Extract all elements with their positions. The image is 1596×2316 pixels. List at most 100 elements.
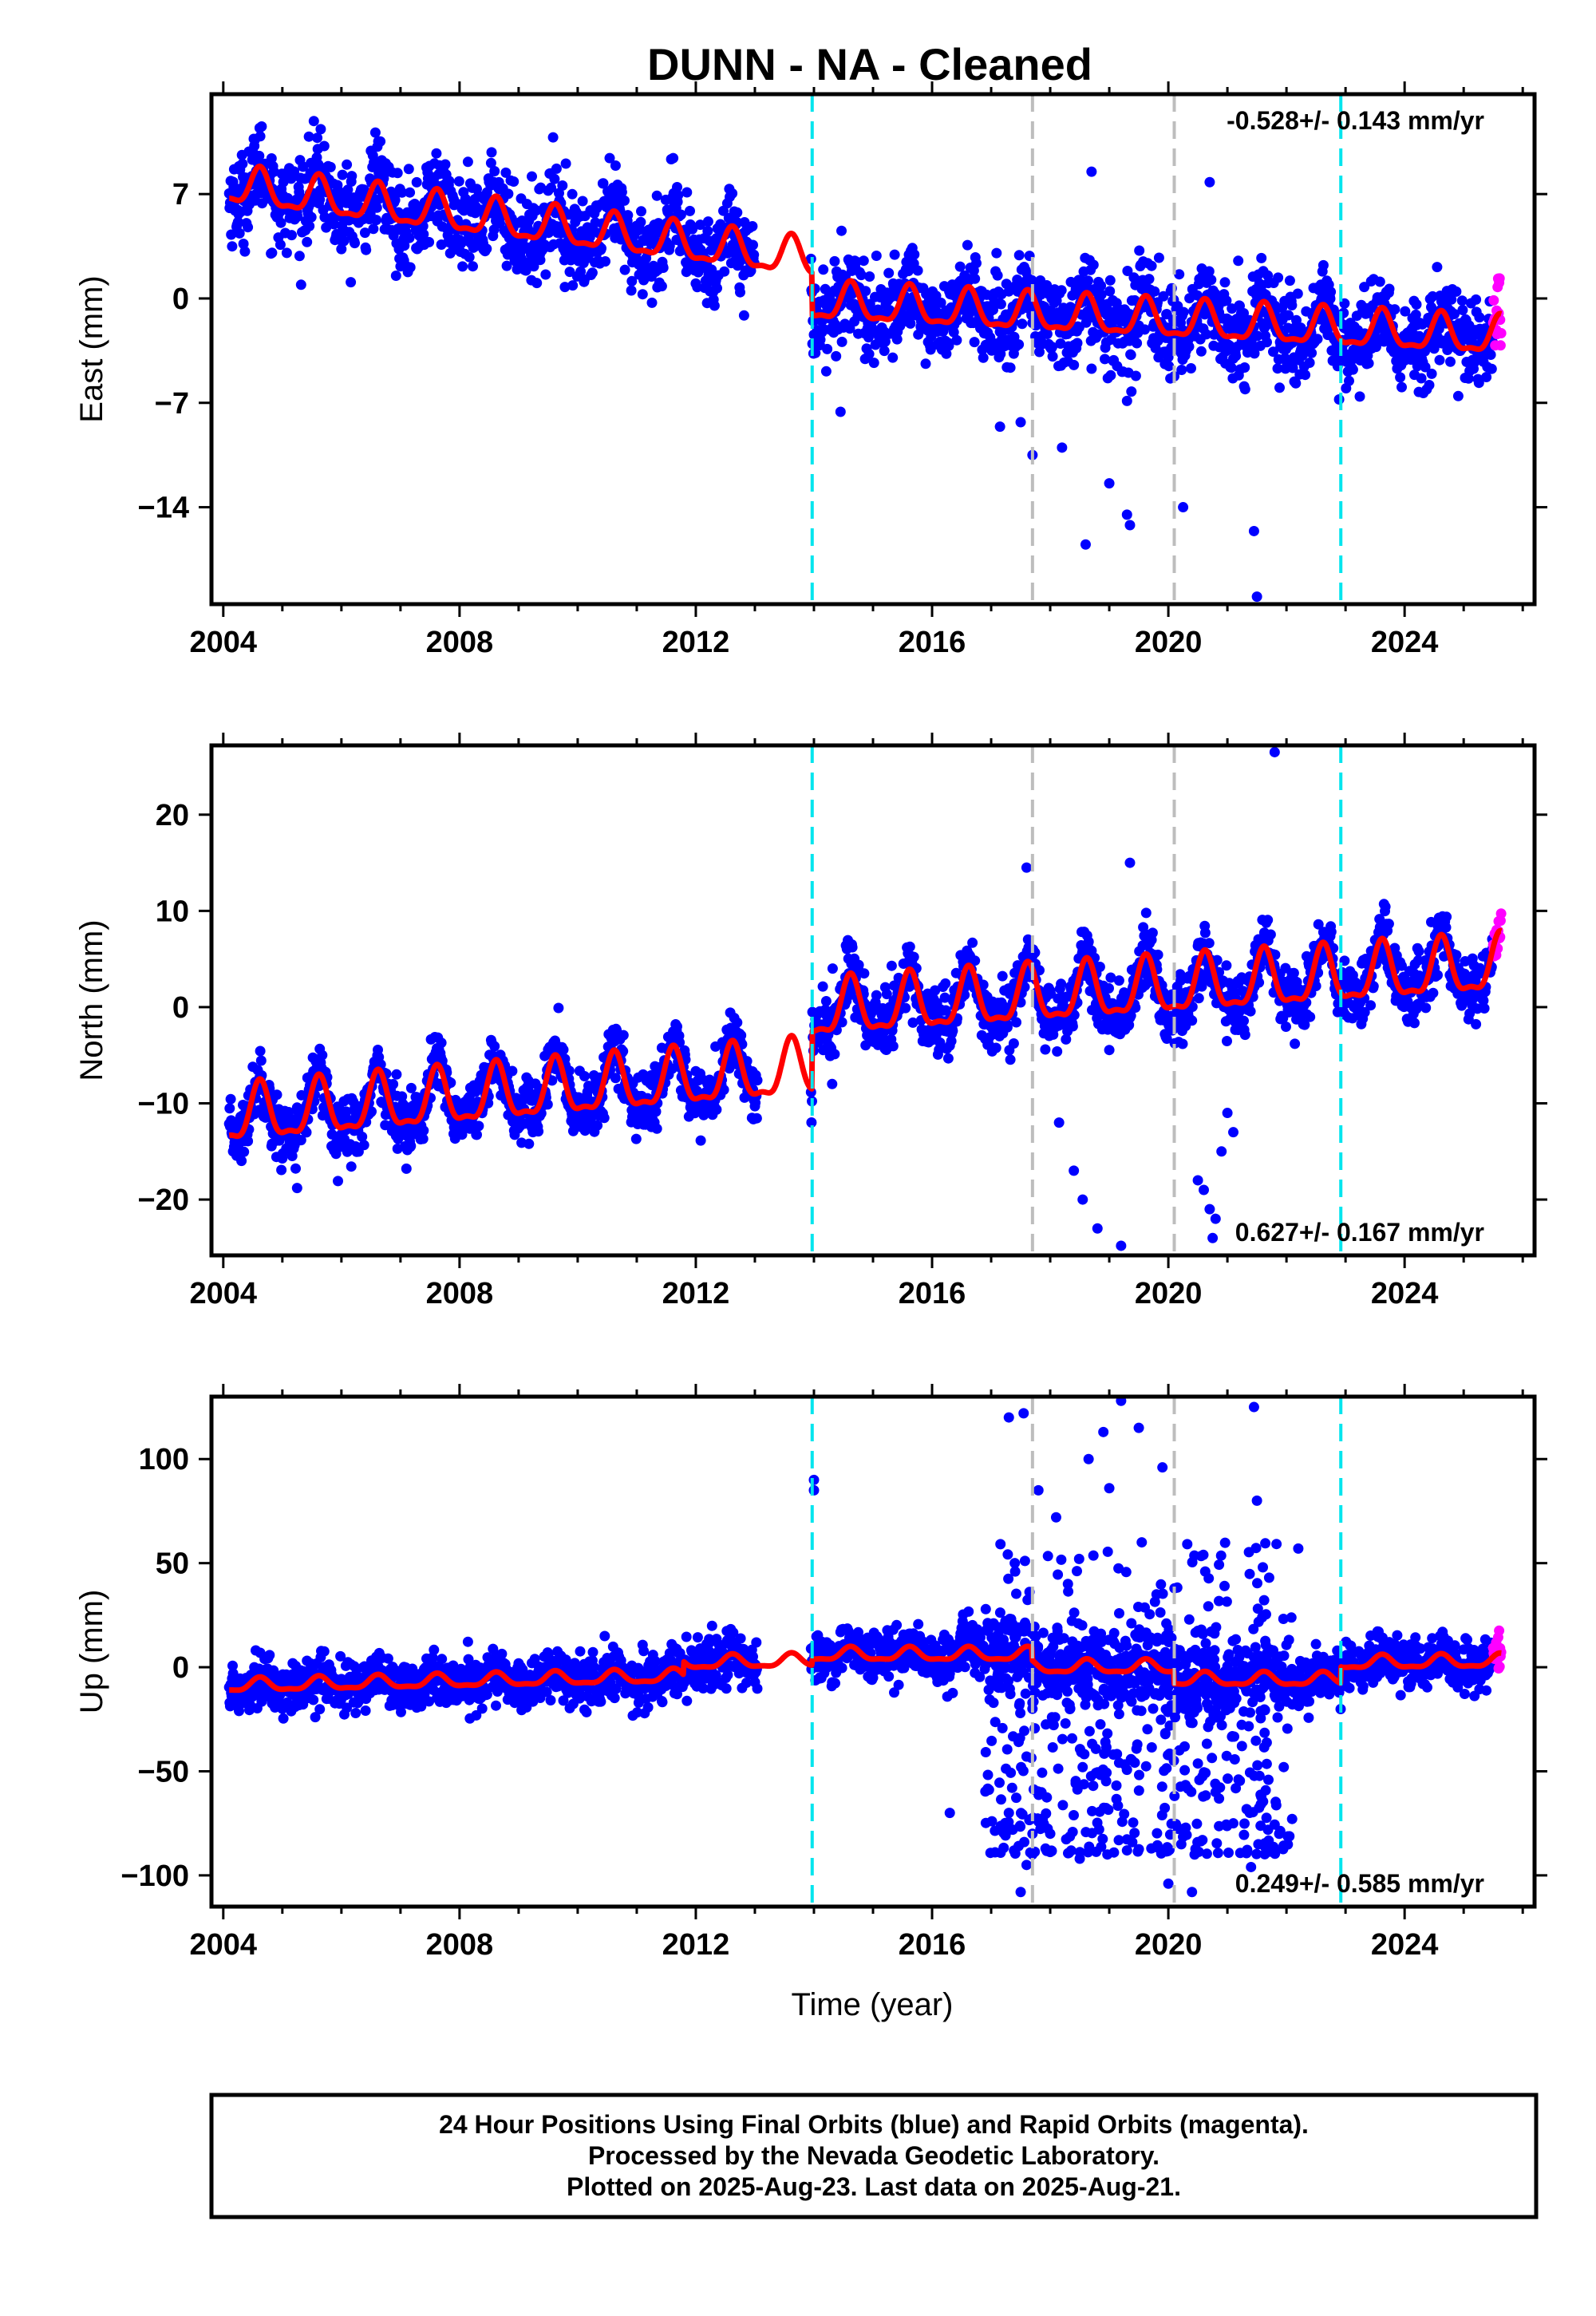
final-point: [1274, 382, 1285, 393]
final-point: [444, 176, 455, 187]
final-point: [1056, 978, 1067, 990]
final-point: [431, 148, 442, 159]
final-point: [286, 230, 297, 241]
final-point: [668, 152, 679, 164]
final-point: [827, 1078, 838, 1089]
final-point: [337, 169, 348, 180]
final-point: [368, 223, 379, 235]
final-point: [1195, 346, 1207, 357]
final-point: [860, 286, 871, 297]
final-point: [295, 279, 306, 290]
final-point: [401, 1163, 412, 1174]
x-tick-label: 2008: [426, 626, 494, 659]
outlier-point: [994, 421, 1005, 433]
final-point: [829, 1049, 840, 1060]
final-point: [392, 168, 403, 179]
final-point: [967, 937, 978, 948]
final-point: [507, 1065, 518, 1077]
final-point: [1457, 305, 1468, 315]
final-point: [1239, 1030, 1250, 1041]
final-point: [1140, 907, 1152, 919]
final-point: [405, 187, 416, 198]
final-point: [336, 243, 347, 255]
final-point: [462, 156, 473, 168]
outlier-point: [835, 406, 846, 417]
final-point: [904, 941, 915, 952]
final-point: [681, 187, 693, 198]
final-point: [1055, 338, 1066, 349]
final-point: [651, 1123, 662, 1134]
final-point: [630, 1133, 642, 1144]
final-point: [732, 1017, 743, 1028]
final-point: [1193, 993, 1204, 1004]
final-point: [622, 210, 634, 221]
final-point: [1344, 375, 1354, 386]
chart-title: DUNN - NA - Cleaned: [647, 39, 1092, 89]
final-point: [1245, 1006, 1256, 1017]
final-point: [634, 224, 646, 235]
final-point: [1186, 363, 1196, 373]
final-point: [338, 235, 350, 247]
final-point: [992, 270, 1003, 281]
final-point: [1005, 362, 1016, 373]
final-point: [540, 269, 551, 280]
final-point: [1113, 975, 1124, 986]
final-point: [935, 297, 946, 308]
final-point: [485, 157, 496, 168]
final-point: [1011, 1017, 1021, 1028]
final-point: [887, 352, 899, 363]
final-point: [405, 1082, 417, 1093]
final-point: [238, 239, 249, 249]
final-point: [1292, 288, 1303, 299]
final-point: [1034, 346, 1045, 358]
final-point: [1395, 372, 1406, 383]
final-point: [1067, 1021, 1078, 1032]
final-point: [859, 968, 870, 979]
final-point: [1052, 1046, 1063, 1057]
final-point: [501, 260, 512, 271]
final-point: [411, 176, 422, 188]
final-point: [473, 1120, 484, 1132]
final-point: [991, 247, 1002, 259]
final-point: [557, 180, 568, 191]
final-point: [1096, 280, 1107, 291]
final-point: [361, 244, 372, 255]
final-point: [304, 220, 315, 231]
final-point: [1306, 347, 1317, 358]
final-point: [1445, 356, 1456, 367]
final-point: [1104, 1045, 1115, 1056]
final-point: [635, 216, 646, 227]
final-point: [887, 1041, 899, 1052]
final-point: [399, 240, 410, 251]
final-point: [308, 116, 319, 127]
final-point: [404, 232, 415, 243]
final-point: [397, 187, 408, 198]
final-point: [1008, 1038, 1019, 1049]
y-tick-label: 0: [172, 283, 189, 316]
final-point: [1256, 252, 1267, 263]
final-point: [1041, 329, 1053, 339]
final-point: [579, 1071, 590, 1081]
final-point: [547, 132, 559, 143]
final-point: [333, 1176, 343, 1187]
final-point: [559, 282, 571, 293]
final-point: [224, 1103, 235, 1114]
final-point: [818, 264, 829, 275]
final-point: [346, 171, 358, 182]
final-point: [1239, 384, 1250, 395]
final-point: [626, 275, 638, 287]
final-point: [486, 147, 497, 158]
outlier-point: [1204, 176, 1215, 188]
final-point: [1047, 351, 1058, 362]
final-point: [1281, 1022, 1291, 1032]
final-point: [836, 336, 847, 347]
final-point: [533, 1126, 544, 1137]
final-point: [553, 1002, 564, 1014]
final-point: [302, 236, 313, 247]
final-point: [636, 206, 646, 217]
final-point: [970, 273, 981, 284]
final-point: [695, 1135, 706, 1146]
final-point: [325, 161, 336, 172]
final-point: [424, 236, 435, 247]
